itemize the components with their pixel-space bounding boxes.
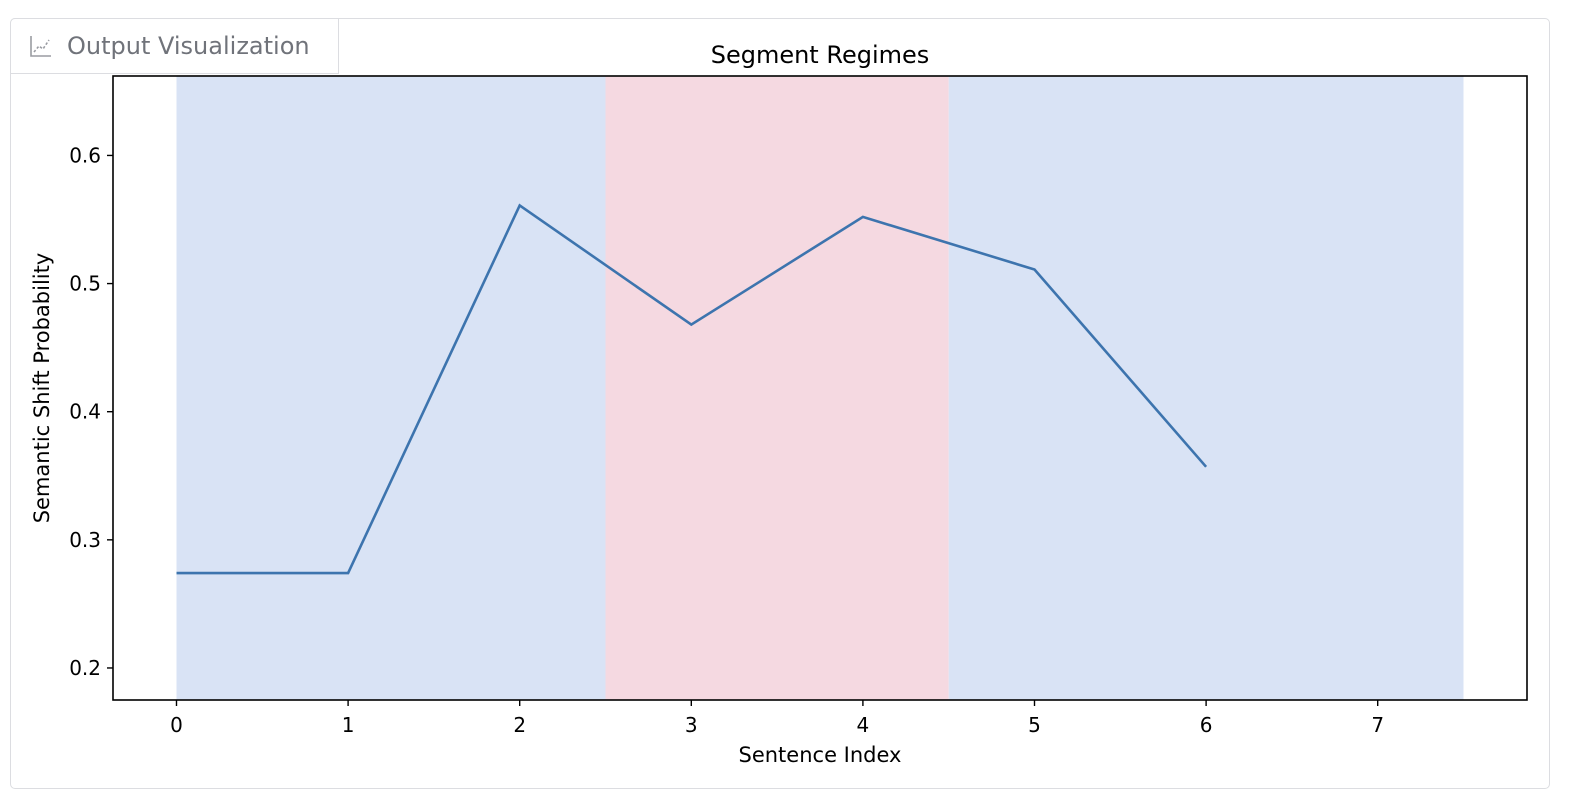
chart-title: Segment Regimes xyxy=(711,41,930,69)
series-layer xyxy=(176,203,1208,575)
y-tick-label: 0.2 xyxy=(69,656,101,680)
x-tick-label: 7 xyxy=(1371,713,1384,737)
tab-output-visualization[interactable]: Output Visualization xyxy=(10,18,339,74)
y-tick-label: 0.6 xyxy=(69,143,101,167)
x-tick-label: 3 xyxy=(685,713,698,737)
chart-icon xyxy=(29,34,53,58)
axes-frame xyxy=(112,75,1528,701)
tab-label: Output Visualization xyxy=(67,32,310,60)
y-ticks: 0.2 0.3 0.4 0.5 0.6 xyxy=(69,143,113,680)
regime-band-1 xyxy=(176,76,606,700)
y-tick-label: 0.5 xyxy=(69,272,101,296)
regime-bands xyxy=(176,76,1464,700)
y-axis-label: Semantic Shift Probability xyxy=(30,253,54,524)
regime-band-3 xyxy=(948,76,1464,700)
x-tick-label: 5 xyxy=(1028,713,1041,737)
x-ticks: 0 1 2 3 4 5 6 7 xyxy=(170,700,1384,737)
x-tick-label: 0 xyxy=(170,713,183,737)
y-tick-label: 0.4 xyxy=(69,400,101,424)
regime-band-2 xyxy=(605,76,949,700)
x-tick-label: 1 xyxy=(342,713,355,737)
x-tick-label: 4 xyxy=(857,713,870,737)
x-axis-label: Sentence Index xyxy=(739,743,902,767)
series-line-1 xyxy=(176,203,1208,575)
y-tick-label: 0.3 xyxy=(69,528,101,552)
x-tick-label: 2 xyxy=(513,713,526,737)
x-tick-label: 6 xyxy=(1200,713,1213,737)
